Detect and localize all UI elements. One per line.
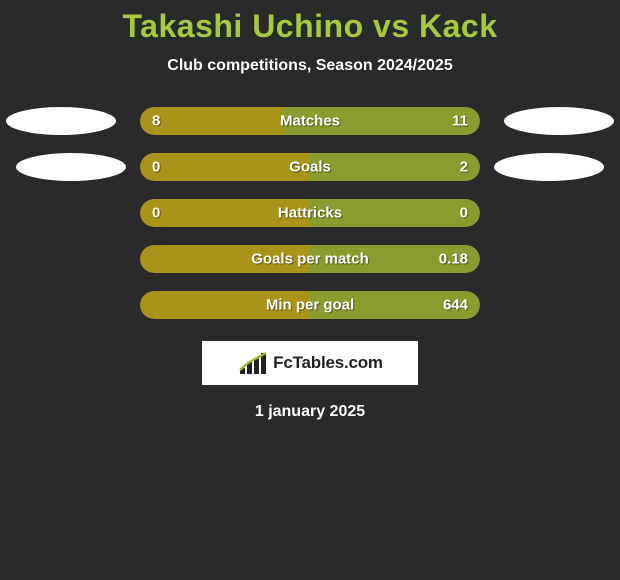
logo-text: FcTables.com xyxy=(273,353,383,373)
value-right: 0.18 xyxy=(439,251,468,268)
player-right-ellipse xyxy=(504,107,614,135)
fctables-logo-icon xyxy=(237,350,269,376)
stat-row: 644 Min per goal xyxy=(0,291,620,319)
value-left: 8 xyxy=(152,113,160,130)
stat-row: 0.18 Goals per match xyxy=(0,245,620,273)
stats-infographic: Takashi Uchino vs Kack Club competitions… xyxy=(0,0,620,580)
stat-row: 8 11 Matches xyxy=(0,107,620,135)
bar-track: 0 0 Hattricks xyxy=(140,199,480,227)
metric-label: Goals xyxy=(289,159,331,176)
value-left: 0 xyxy=(152,159,160,176)
stat-row: 0 2 Goals xyxy=(0,153,620,181)
stat-rows: 8 11 Matches 0 2 Goals 0 0 Hattricks 0.18 Goals pe… xyxy=(0,107,620,319)
value-right: 0 xyxy=(460,205,468,222)
value-right: 644 xyxy=(443,297,468,314)
metric-label: Goals per match xyxy=(251,251,369,268)
metric-label: Matches xyxy=(280,113,340,130)
bar-track: 0 2 Goals xyxy=(140,153,480,181)
player-left-ellipse xyxy=(16,153,126,181)
bar-track: 0.18 Goals per match xyxy=(140,245,480,273)
metric-label: Min per goal xyxy=(266,297,354,314)
player-left-ellipse xyxy=(6,107,116,135)
value-right: 2 xyxy=(460,159,468,176)
bar-track: 644 Min per goal xyxy=(140,291,480,319)
logo-box: FcTables.com xyxy=(202,341,418,385)
value-left: 0 xyxy=(152,205,160,222)
footer-date: 1 january 2025 xyxy=(0,403,620,421)
player-right-ellipse xyxy=(494,153,604,181)
bar-track: 8 11 Matches xyxy=(140,107,480,135)
subtitle: Club competitions, Season 2024/2025 xyxy=(0,57,620,75)
bar-fill-right xyxy=(310,153,480,181)
bar-fill-left xyxy=(140,153,310,181)
value-right: 11 xyxy=(452,113,468,130)
page-title: Takashi Uchino vs Kack xyxy=(0,0,620,45)
stat-row: 0 0 Hattricks xyxy=(0,199,620,227)
bar-fill-left xyxy=(140,107,283,135)
metric-label: Hattricks xyxy=(278,205,342,222)
